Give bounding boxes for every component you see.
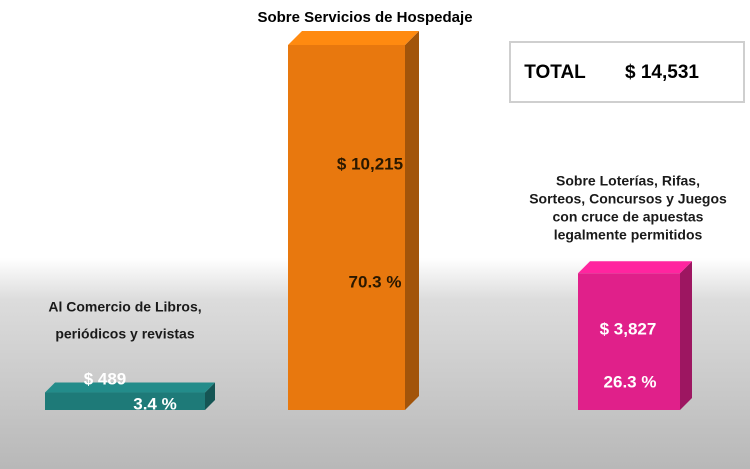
category-label: con cruce de apuestas (553, 209, 704, 225)
category-label: Al Comercio de Libros, (48, 299, 201, 315)
bar-side (680, 261, 692, 410)
category-label: legalmente permitidos (554, 227, 703, 243)
bar-top (288, 31, 419, 45)
total-box (509, 41, 745, 103)
bar-top (578, 261, 692, 274)
bar-side (405, 31, 419, 410)
category-label: Sobre Loterías, Rifas, (556, 173, 700, 189)
bar-side (205, 382, 215, 410)
total-label: TOTAL (524, 62, 586, 83)
value-label: $ 3,827 (600, 319, 657, 338)
bar (288, 45, 405, 410)
percent-label: 26.3 % (604, 372, 657, 391)
category-label: Sobre Servicios de Hospedaje (257, 9, 472, 26)
value-label: $ 489 (84, 369, 127, 388)
bar (578, 273, 680, 410)
value-label: $ 10,215 (337, 154, 403, 173)
category-label: Sorteos, Concursos y Juegos (529, 191, 727, 207)
category-label: periódicos y revistas (55, 326, 195, 342)
bar-top (45, 382, 215, 393)
total-value: $ 14,531 (625, 62, 699, 83)
percent-label: 70.3 % (349, 272, 402, 291)
bar (45, 392, 205, 410)
percent-label: 3.4 % (133, 394, 176, 413)
